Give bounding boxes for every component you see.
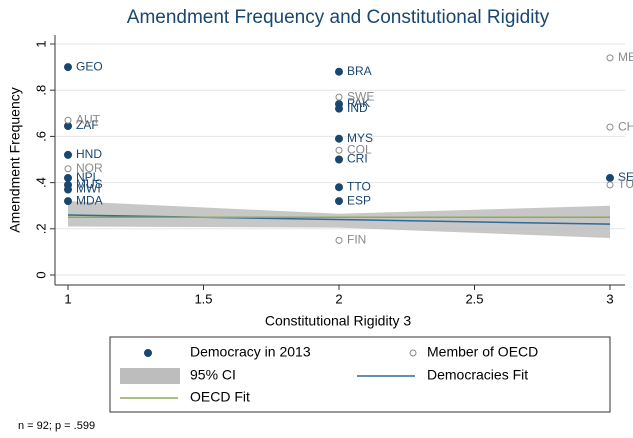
point-label: BRA [347,64,372,78]
legend-swatch [409,349,417,357]
x-axis-title: Constitutional Rigidity 3 [265,313,412,329]
point-label: ZAF [76,118,99,132]
legend-label: Democracies Fit [427,367,528,383]
x-tick-label: 3 [606,291,613,306]
point [335,155,343,164]
point [335,67,343,76]
point [335,183,343,192]
point-label: AUT [76,112,101,126]
fit-line [67,214,611,225]
legend-swatch [144,349,152,357]
point-label: CH [618,119,633,133]
point-label: FIN [347,233,366,247]
point-label: TTO [347,179,371,193]
point [64,185,72,194]
point [335,197,343,206]
point-label: NOR [76,161,103,175]
point-label: SWE [347,89,374,103]
point-label: TU [618,177,633,191]
point [606,181,614,189]
point-label: MYS [347,131,373,145]
point-label: CRI [347,152,368,166]
y-tick-label: 1 [33,40,48,47]
point-label: COL [347,142,372,156]
point [335,146,343,154]
y-tick-label: .8 [33,85,48,96]
point-label: IND [347,101,368,115]
point [335,93,343,101]
point [606,54,614,62]
y-tick-label: 0 [33,271,48,278]
point-label: ESP [347,193,371,207]
point [606,173,614,182]
point [64,165,72,173]
x-tick-label: 1 [64,291,71,306]
point-label: GEO [76,59,103,73]
y-axis-title: Amendment Frequency [7,87,23,233]
legend-swatch [120,368,180,384]
point [64,116,72,124]
point [606,123,614,131]
point-label: MWI [76,182,101,196]
legend-label: Member of OECD [427,344,538,360]
point [64,150,72,159]
legend-label: 95% CI [190,367,236,383]
legend-label: OECD Fit [190,389,250,405]
point [335,104,343,113]
point-label: MDA [76,193,103,207]
legend-label: Democracy in 2013 [190,344,311,360]
x-tick-label: 2.5 [465,291,483,306]
point [64,173,72,182]
point [335,236,343,244]
legend-box [109,336,611,413]
point-label: ME [618,50,633,64]
point [335,134,343,143]
y-tick-label: .2 [33,223,48,234]
point-label: SE [618,170,633,184]
note: n = 92; p = .599 [18,420,95,432]
point [64,197,72,206]
chart-title: Amendment Frequency and Constitutional R… [127,7,550,28]
x-tick-label: 2 [335,291,342,306]
point-label: HND [76,147,102,161]
y-tick-label: .4 [33,177,48,188]
x-tick-label: 1.5 [194,291,212,306]
point [64,63,72,72]
point-label: NPL [76,170,100,184]
y-tick-label: .6 [33,131,48,142]
point-label: MUS [76,177,103,191]
point-label: PAK [347,96,370,110]
